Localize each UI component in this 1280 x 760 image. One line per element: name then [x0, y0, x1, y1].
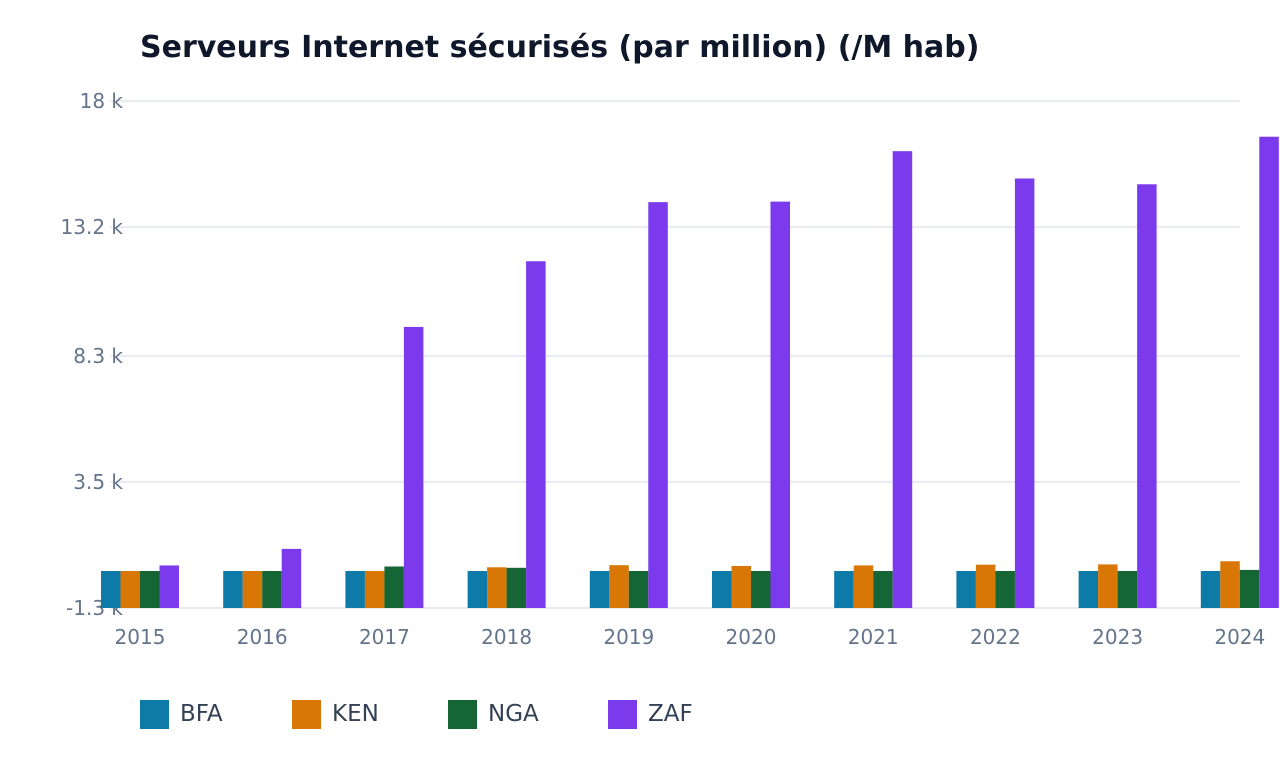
- bar-nga-2023: [1117, 571, 1138, 608]
- bar-zaf-2021: [892, 151, 913, 608]
- bar-ken-2016: [242, 571, 263, 608]
- bar-nga-2018: [506, 567, 527, 608]
- bar-ken-2019: [609, 565, 629, 608]
- bar-nga-2020: [751, 571, 771, 608]
- legend-label: KEN: [332, 701, 379, 727]
- x-tick-label: 2016: [237, 625, 288, 649]
- chart-title: Serveurs Internet sécurisés (par million…: [140, 30, 980, 65]
- bar-bfa-2019: [589, 571, 610, 608]
- bar-ken-2022: [975, 564, 996, 608]
- legend-swatch: [448, 700, 477, 729]
- bar-nga-2016: [262, 571, 282, 608]
- bar-zaf-2020: [770, 201, 790, 608]
- bar-bfa-2022: [956, 571, 976, 608]
- bar-ken-2015: [120, 571, 140, 608]
- legend-swatch: [608, 700, 637, 729]
- bar-bfa-2020: [712, 571, 732, 608]
- x-tick-label: 2024: [1214, 625, 1265, 649]
- x-tick-label: 2021: [848, 625, 899, 649]
- y-tick-label: 18 k: [80, 89, 124, 113]
- x-tick-label: 2015: [115, 625, 166, 649]
- bar-zaf-2015: [159, 565, 179, 608]
- x-tick-label: 2018: [481, 625, 532, 649]
- bar-zaf-2024: [1259, 136, 1279, 608]
- bar-ken-2021: [853, 565, 874, 608]
- bar-zaf-2017: [403, 326, 424, 608]
- legend-swatch: [292, 700, 321, 729]
- bar-bfa-2015: [101, 571, 121, 608]
- bar-nga-2021: [873, 571, 893, 608]
- x-tick-label: 2019: [603, 625, 654, 649]
- bar-nga-2024: [1239, 569, 1260, 608]
- bar-zaf-2019: [648, 202, 668, 608]
- y-tick-label: 3.5 k: [73, 470, 123, 494]
- x-tick-label: 2017: [359, 625, 410, 649]
- bar-bfa-2017: [345, 571, 365, 608]
- x-tick-label: 2023: [1092, 625, 1143, 649]
- bar-zaf-2022: [1014, 178, 1035, 608]
- bar-bfa-2021: [834, 571, 854, 608]
- bar-bfa-2018: [467, 571, 488, 608]
- x-tick-label: 2022: [970, 625, 1021, 649]
- bar-zaf-2018: [526, 261, 546, 608]
- x-tick-label: 2020: [726, 625, 777, 649]
- bar-ken-2018: [487, 567, 507, 608]
- legend-swatch: [140, 700, 169, 729]
- bar-zaf-2023: [1137, 184, 1157, 608]
- legend-label: ZAF: [648, 701, 693, 727]
- bar-nga-2022: [995, 571, 1015, 608]
- bar-bfa-2016: [223, 571, 243, 608]
- legend-label: BFA: [180, 701, 223, 727]
- bar-zaf-2016: [281, 548, 302, 608]
- bar-ken-2024: [1220, 561, 1240, 608]
- bar-ken-2017: [364, 571, 385, 608]
- bar-nga-2019: [628, 571, 649, 608]
- y-tick-label: 13.2 k: [61, 215, 124, 239]
- bar-bfa-2023: [1078, 571, 1099, 608]
- bar-bfa-2024: [1200, 571, 1221, 608]
- bar-ken-2023: [1098, 564, 1118, 608]
- y-tick-label: 8.3 k: [73, 344, 123, 368]
- bar-nga-2017: [384, 566, 404, 608]
- bar-nga-2015: [140, 571, 160, 608]
- bar-ken-2020: [731, 565, 751, 608]
- legend-label: NGA: [488, 701, 539, 727]
